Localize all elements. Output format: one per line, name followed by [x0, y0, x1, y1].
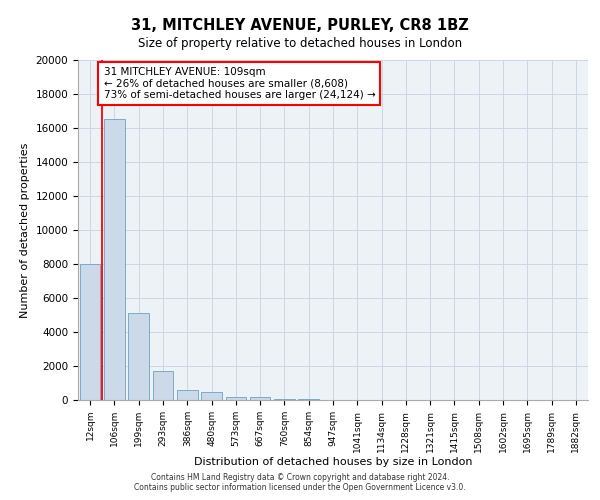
Bar	[274, 398, 295, 400]
Text: Size of property relative to detached houses in London: Size of property relative to detached ho…	[138, 38, 462, 51]
X-axis label: Distribution of detached houses by size in London: Distribution of detached houses by size …	[194, 458, 472, 468]
Bar	[80, 264, 100, 400]
Text: Contains HM Land Registry data © Crown copyright and database right 2024.
Contai: Contains HM Land Registry data © Crown c…	[134, 473, 466, 492]
Bar	[104, 120, 125, 400]
Text: 31 MITCHLEY AVENUE: 109sqm
← 26% of detached houses are smaller (8,608)
73% of s: 31 MITCHLEY AVENUE: 109sqm ← 26% of deta…	[104, 67, 375, 100]
Bar	[250, 398, 271, 400]
Bar	[177, 390, 197, 400]
Y-axis label: Number of detached properties: Number of detached properties	[20, 142, 30, 318]
Bar	[128, 314, 149, 400]
Bar	[226, 396, 246, 400]
Bar	[152, 371, 173, 400]
Bar	[201, 392, 222, 400]
Text: 31, MITCHLEY AVENUE, PURLEY, CR8 1BZ: 31, MITCHLEY AVENUE, PURLEY, CR8 1BZ	[131, 18, 469, 32]
